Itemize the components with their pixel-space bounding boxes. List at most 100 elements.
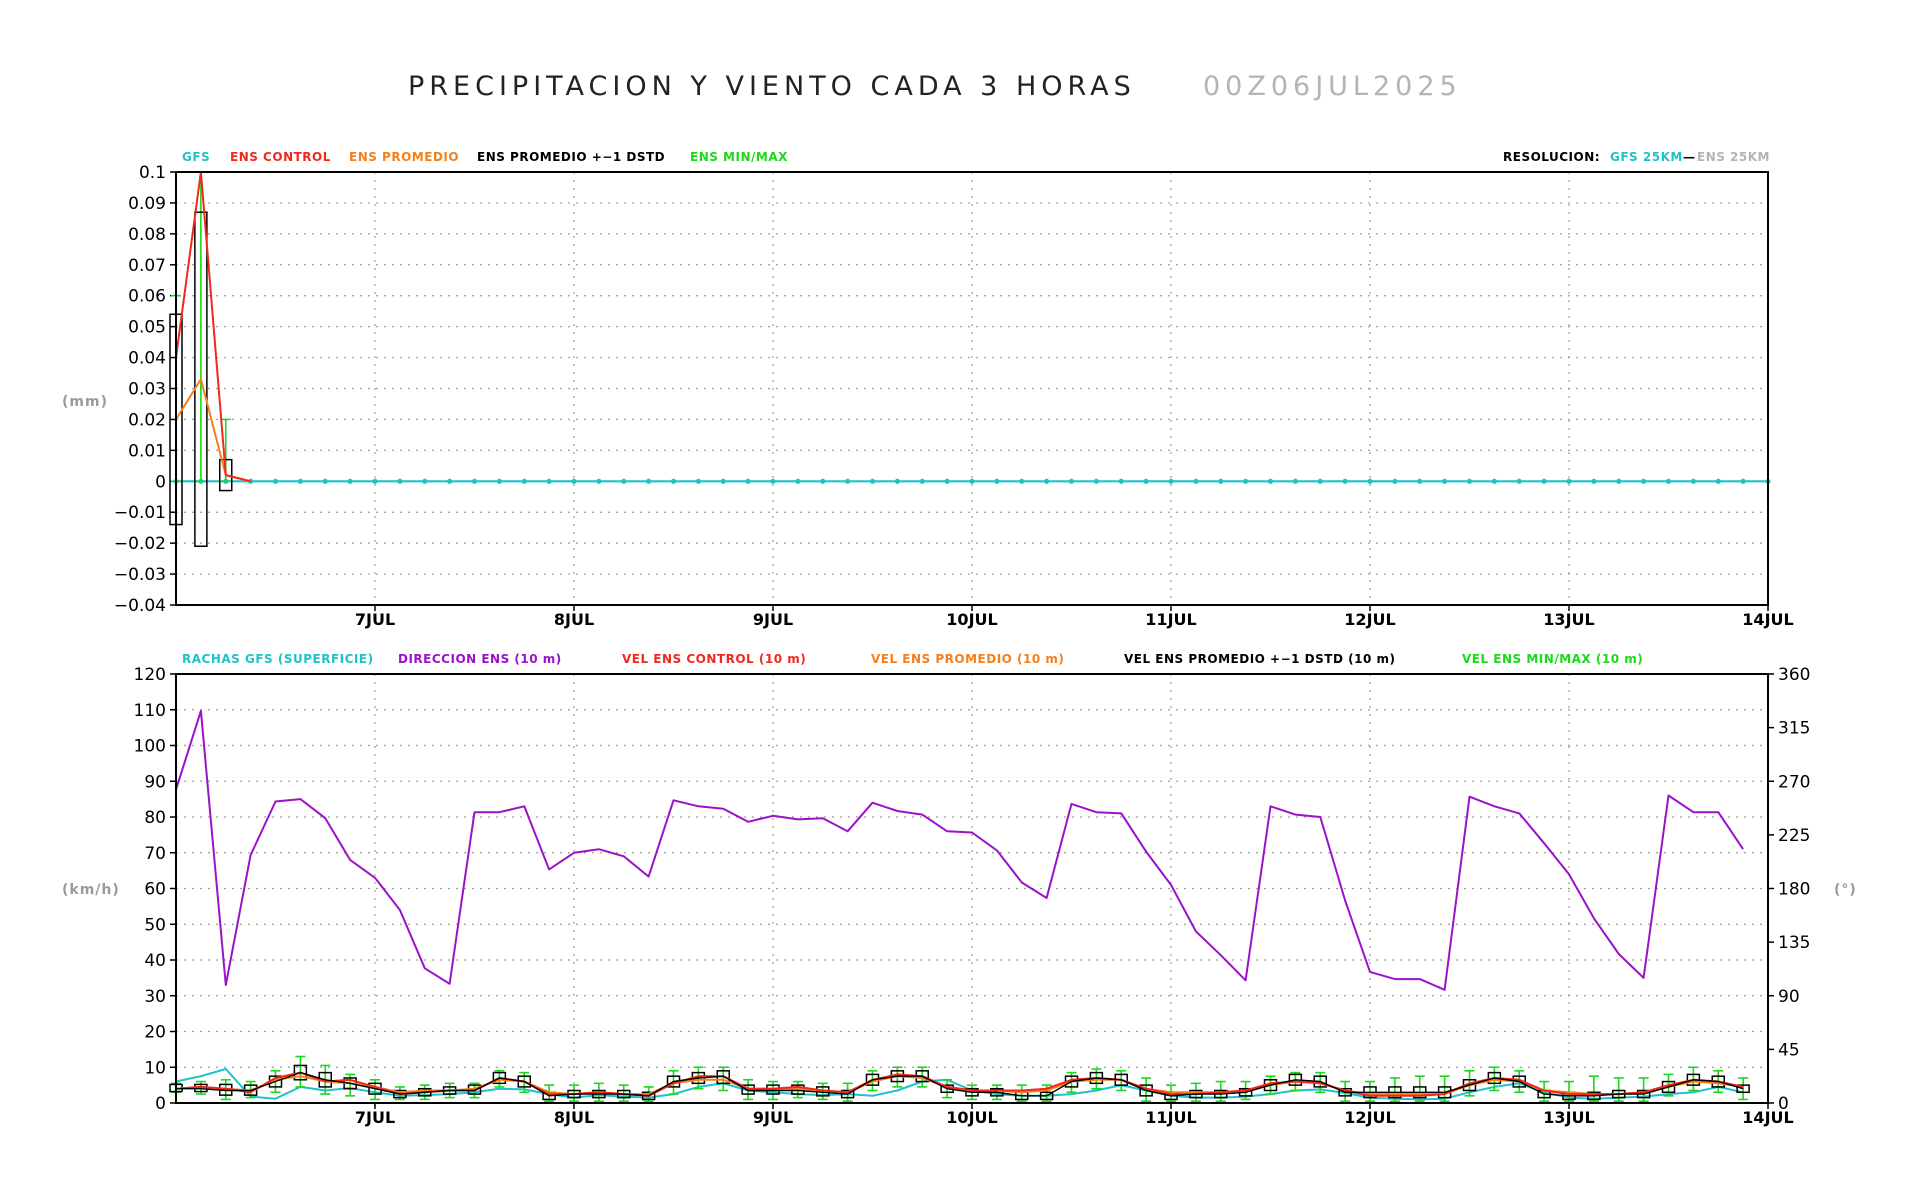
gfs-precip-point (1367, 478, 1373, 484)
y-tick-label: −0.02 (114, 534, 166, 554)
x-tick-label: 8JUL (554, 1108, 594, 1127)
ens-promedio-line (175, 378, 251, 483)
gfs-precip-point (944, 478, 950, 484)
gfs-precip-point (919, 478, 925, 484)
gfs-precip-point (1641, 478, 1647, 484)
gfs-precip-point (894, 478, 900, 484)
x-tick-label: 8JUL (554, 610, 594, 629)
gfs-precip-point (1417, 478, 1423, 484)
y-tick-label: 0.02 (128, 410, 166, 430)
y-tick-label: 0.1 (139, 163, 166, 183)
gfs-precip-point (1392, 478, 1398, 484)
y-tick-label: 0 (155, 472, 166, 492)
gfs-precip-point (1068, 478, 1075, 484)
y-tick-label: 0.09 (128, 194, 166, 214)
y-tick-label: −0.03 (114, 565, 166, 585)
gfs-precip-point (969, 478, 975, 484)
resolucion-separator: — (1683, 150, 1696, 164)
gfs-precip-point (297, 478, 303, 484)
precip-legend: GFS ENS CONTROL ENS PROMEDIO ENS PROMEDI… (182, 150, 1770, 164)
gfs-precip-point (1466, 478, 1473, 484)
gfs-precip-point (397, 478, 403, 484)
gfs-precip-point (1541, 478, 1547, 484)
y2-tick-label: 225 (1778, 826, 1810, 846)
gfs-precip-point (447, 478, 453, 484)
gfs-precip-point (1616, 478, 1622, 484)
legend-ens-minmax: ENS MIN/MAX (690, 150, 788, 164)
gfs-precip-point (596, 478, 602, 484)
gfs-precip-point (372, 478, 378, 484)
legend-direccion-ens: DIRECCION ENS (10 m) (398, 652, 562, 666)
vel-dstd-box (1736, 1084, 1750, 1094)
gfs-precip-point (546, 478, 552, 484)
gfs-precip-point (347, 478, 353, 484)
wind-y2-axis-label: (°) (1834, 882, 1857, 898)
y-tick-label: 0.04 (128, 349, 166, 369)
gfs-precip-point (1218, 478, 1224, 484)
gfs-precip-point (770, 478, 776, 484)
wind-y-axis-label: (km/h) (62, 882, 120, 898)
y-tick-label: −0.04 (114, 596, 166, 616)
rachas-gfs-line (175, 1068, 1744, 1101)
gfs-precip-point (1143, 478, 1149, 484)
legend-ens-promedio: ENS PROMEDIO (349, 150, 459, 164)
gfs-precip-point (422, 478, 428, 484)
x-tick-label: 10JUL (946, 610, 997, 629)
wind-legend: RACHAS GFS (SUPERFICIE) DIRECCION ENS (1… (182, 652, 1643, 666)
gfs-precip-point (272, 478, 279, 484)
y-tick-label: 110 (134, 701, 166, 721)
y2-tick-label: 180 (1778, 880, 1810, 900)
direccion-ens-line (175, 709, 1744, 991)
legend-vel-control: VEL ENS CONTROL (10 m) (622, 652, 806, 666)
x-tick-label: 12JUL (1344, 610, 1395, 629)
y-tick-label: 0.08 (128, 225, 166, 245)
legend-gfs: GFS (182, 150, 210, 164)
y-tick-label: 0.05 (128, 318, 166, 338)
y2-tick-label: 45 (1778, 1040, 1800, 1060)
resolucion-label: RESOLUCION: (1503, 150, 1600, 164)
gfs-precip-point (695, 478, 701, 484)
legend-vel-minmax: VEL ENS MIN/MAX (10 m) (1462, 652, 1643, 666)
gfs-precip-point (1019, 478, 1025, 484)
gfs-precip-point (670, 478, 677, 484)
y-tick-label: 0.01 (128, 441, 166, 461)
chart-title: PRECIPITACION Y VIENTO CADA 3 HORAS (408, 71, 1136, 102)
y2-tick-label: 90 (1778, 987, 1800, 1007)
legend-vel-promedio: VEL ENS PROMEDIO (10 m) (871, 652, 1064, 666)
gfs-precip-point (1665, 478, 1672, 484)
x-tick-label: 14JUL (1742, 1108, 1793, 1127)
gfs-precip-point (1690, 478, 1696, 484)
gfs-precip-point (820, 478, 826, 484)
gfs-precip-point (1491, 478, 1497, 484)
y-tick-label: 30 (144, 987, 166, 1007)
gfs-precip-point (1442, 478, 1448, 484)
x-tick-label: 7JUL (355, 610, 395, 629)
y2-tick-label: 270 (1778, 772, 1810, 792)
legend-ens-control: ENS CONTROL (230, 150, 331, 164)
gfs-precip-point (571, 478, 577, 484)
gfs-precip-point (845, 478, 851, 484)
legend-rachas-gfs: RACHAS GFS (SUPERFICIE) (182, 652, 374, 666)
y-tick-label: −0.01 (114, 503, 166, 523)
chart-date: 00Z06JUL2025 (1203, 71, 1462, 102)
gfs-precip-point (745, 478, 751, 484)
gfs-precip-point (322, 478, 328, 484)
wind-panel: 7JUL 8JUL 9JUL 10JUL 11JUL 12JUL 13JUL 14JUL 120… (134, 665, 1811, 1127)
gfs-precip-point (1317, 478, 1323, 484)
y-tick-label: 0.06 (128, 287, 166, 307)
gfs-precip-point (646, 478, 652, 484)
gfs-precip-point (1118, 478, 1124, 484)
x-tick-label: 9JUL (753, 610, 793, 629)
y2-tick-label: 360 (1778, 665, 1810, 685)
y-tick-label: 0.03 (128, 380, 166, 400)
gfs-precip-point (1740, 478, 1746, 484)
x-tick-label: 11JUL (1145, 1108, 1196, 1127)
y-tick-label: 10 (144, 1058, 166, 1078)
x-tick-label: 12JUL (1344, 1108, 1395, 1127)
x-tick-label: 9JUL (753, 1108, 793, 1127)
vel-dstd-mean-line (176, 1071, 1744, 1097)
y2-tick-label: 0 (1778, 1094, 1789, 1114)
y-tick-label: 90 (144, 772, 166, 792)
x-tick-label: 7JUL (355, 1108, 395, 1127)
